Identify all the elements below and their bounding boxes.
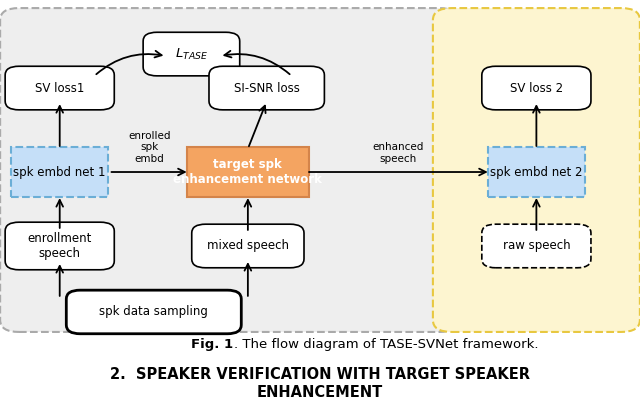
Text: enrollment
speech: enrollment speech — [28, 232, 92, 260]
FancyBboxPatch shape — [482, 66, 591, 110]
FancyBboxPatch shape — [5, 222, 115, 270]
Text: spk data sampling: spk data sampling — [99, 306, 208, 319]
Text: SI-SNR loss: SI-SNR loss — [234, 82, 300, 95]
Text: enrolled
spk
embd: enrolled spk embd — [128, 131, 171, 164]
FancyBboxPatch shape — [192, 224, 304, 268]
Text: raw speech: raw speech — [502, 239, 570, 253]
Text: 2.  SPEAKER VERIFICATION WITH TARGET SPEAKER
ENHANCEMENT: 2. SPEAKER VERIFICATION WITH TARGET SPEA… — [110, 367, 530, 400]
FancyBboxPatch shape — [5, 66, 115, 110]
FancyBboxPatch shape — [0, 8, 458, 332]
Text: SV loss1: SV loss1 — [35, 82, 84, 95]
Text: $L_{TASE}$: $L_{TASE}$ — [175, 47, 208, 62]
Text: enhanced
speech: enhanced speech — [372, 142, 424, 164]
Text: target spk
enhancement network: target spk enhancement network — [173, 158, 323, 186]
Text: spk embd net 2: spk embd net 2 — [490, 166, 582, 179]
Text: SV loss 2: SV loss 2 — [510, 82, 563, 95]
FancyBboxPatch shape — [209, 66, 324, 110]
FancyBboxPatch shape — [143, 32, 240, 76]
Text: mixed speech: mixed speech — [207, 239, 289, 253]
Text: spk embd net 1: spk embd net 1 — [13, 166, 106, 179]
Text: . The flow diagram of TASE-SVNet framework.: . The flow diagram of TASE-SVNet framewo… — [234, 338, 538, 351]
FancyBboxPatch shape — [11, 147, 108, 197]
FancyBboxPatch shape — [482, 224, 591, 268]
FancyBboxPatch shape — [187, 147, 309, 197]
FancyBboxPatch shape — [433, 8, 640, 332]
FancyBboxPatch shape — [488, 147, 585, 197]
Text: Fig. 1: Fig. 1 — [191, 338, 233, 351]
FancyBboxPatch shape — [67, 290, 241, 334]
